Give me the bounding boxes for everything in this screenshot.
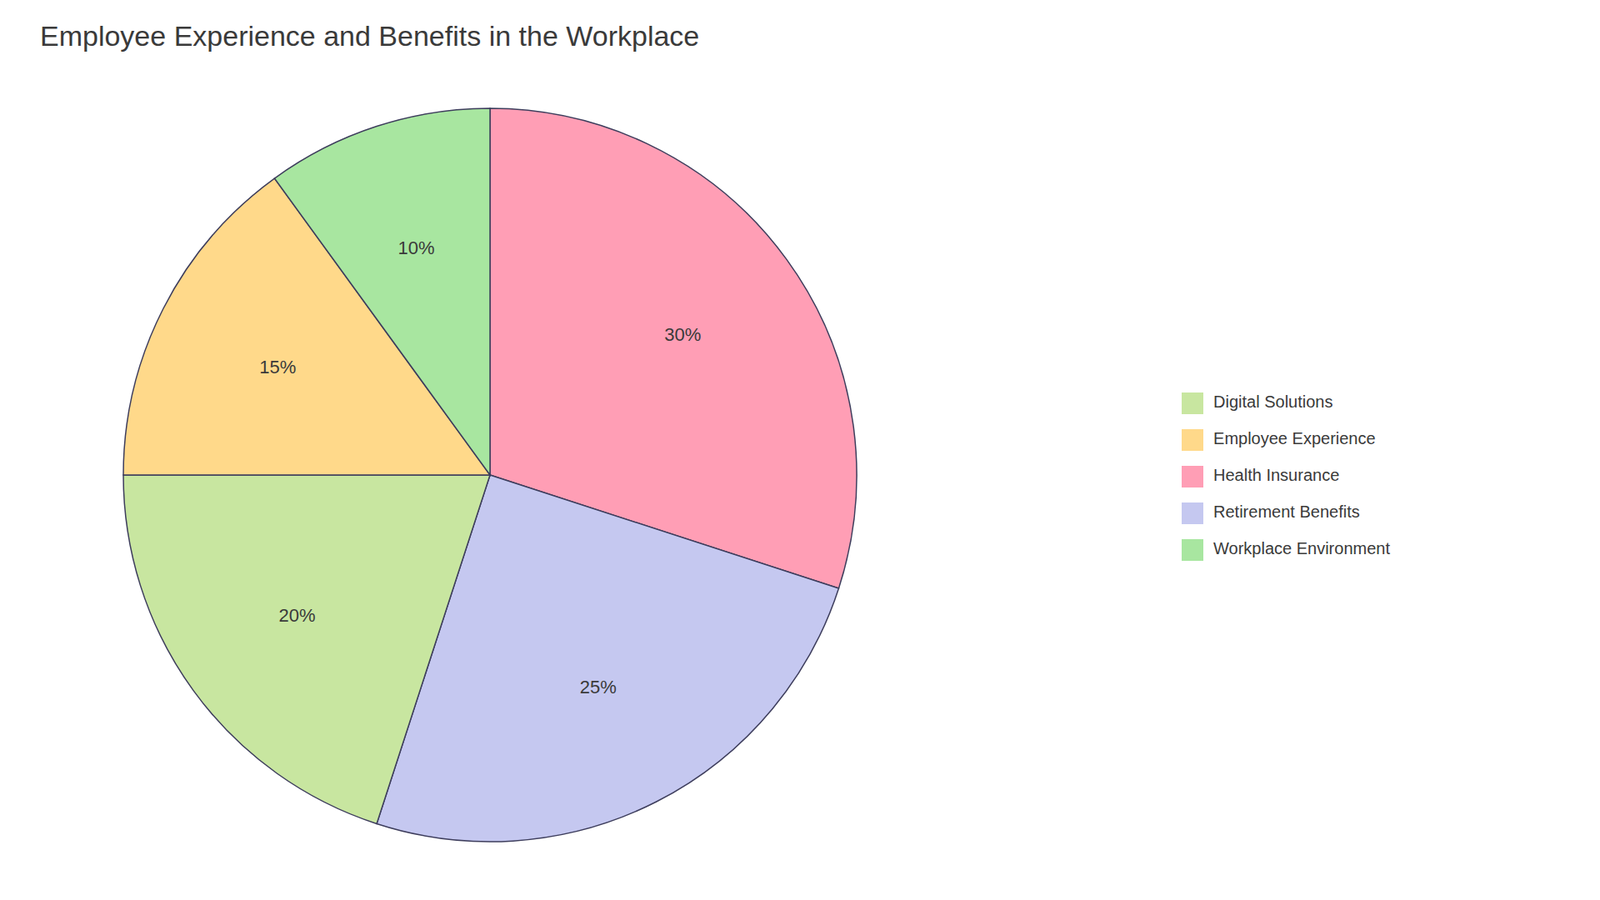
svg-text:15%: 15%: [259, 356, 296, 378]
html-text:Health Insurance: Health Insurance: [1213, 465, 1340, 485]
html-text:Employee Experience and Benefi: Employee Experience and Benefits in the …: [40, 20, 700, 52]
html-text:Retirement Benefits: Retirement Benefits: [1213, 502, 1360, 521]
html-text:Digital Solutions: Digital Solutions: [1213, 392, 1333, 411]
svg-text:20%: 20%: [279, 605, 316, 626]
svg-text:10%: 10%: [398, 237, 435, 259]
html-text:Employee Experience: Employee Experience: [1213, 429, 1376, 448]
svg-text:25%: 25%: [580, 676, 617, 698]
svg-text:30%: 30%: [664, 324, 701, 345]
html-text:Workplace Environment: Workplace Environment: [1213, 539, 1390, 558]
